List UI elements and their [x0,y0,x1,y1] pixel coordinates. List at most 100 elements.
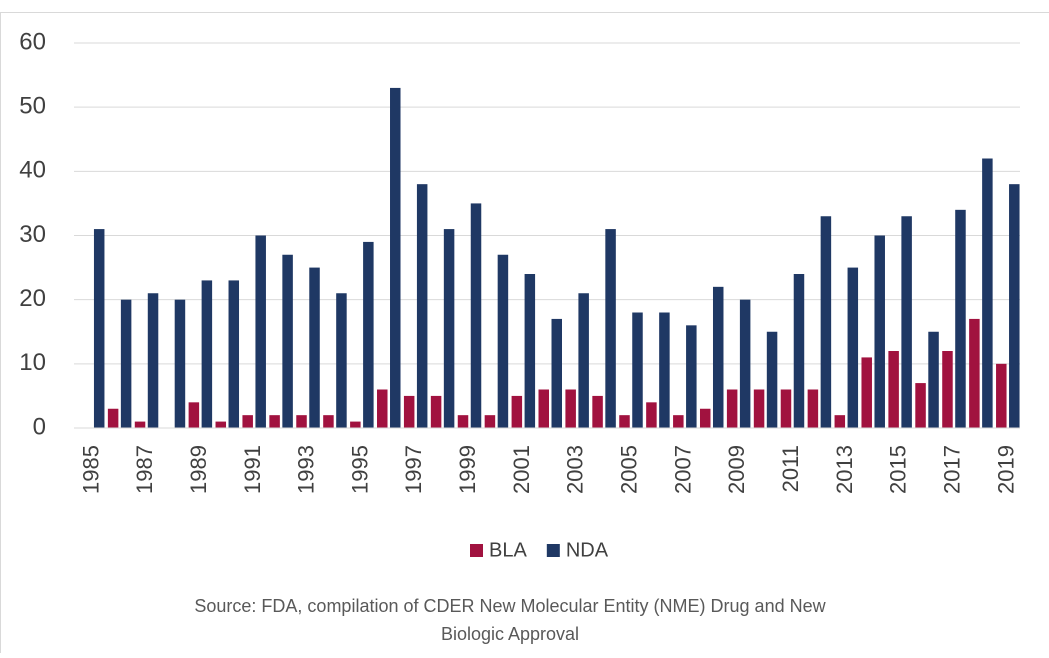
x-tick-label: 1987 [132,445,157,494]
bar [189,402,200,428]
x-tick-label: 2001 [509,445,534,494]
bar [255,236,266,429]
y-tick-label: 40 [19,157,46,184]
bar [619,415,630,428]
bar [955,210,966,428]
bar [996,364,1007,428]
bar [471,203,482,428]
legend-swatch [547,544,560,557]
bar [901,216,912,428]
bar [525,274,536,428]
bar [323,415,334,428]
bar [282,255,293,428]
bar [848,268,859,428]
x-tick-label: 2013 [832,445,857,494]
x-tick-label: 1999 [455,445,480,494]
bar [928,332,939,428]
bar [874,236,885,429]
y-tick-label: 0 [33,413,46,440]
bar [915,383,926,428]
y-tick-label: 20 [19,285,46,312]
x-tick-label: 1989 [186,445,211,494]
source-note: Source: FDA, compilation of CDER New Mol… [194,596,826,616]
bar [632,313,643,429]
bar [202,280,213,428]
bar [552,319,563,428]
bar [700,409,711,428]
bar [336,293,347,428]
bar [1009,184,1020,428]
bar [175,300,186,428]
bar [794,274,805,428]
legend-label: BLA [489,539,527,561]
bar [578,293,589,428]
bar [740,300,751,428]
bar [390,88,401,428]
bar [659,313,670,429]
bar [148,293,159,428]
bar [592,396,603,428]
y-tick-label: 10 [19,349,46,376]
legend-swatch [470,544,483,557]
bar [808,390,819,429]
bar [835,415,846,428]
bar [417,184,428,428]
bar [539,390,550,429]
bar [94,229,105,428]
x-tick-label: 1997 [401,445,426,494]
bar [363,242,374,428]
bar [404,396,415,428]
bar [982,159,993,429]
bar [135,422,146,428]
bar [861,357,872,428]
bar [350,422,361,428]
x-tick-label: 2019 [993,445,1018,494]
bar [727,390,738,429]
bar [942,351,953,428]
bar [216,422,227,428]
bar [108,409,119,428]
bar [821,216,832,428]
bar [498,255,509,428]
y-tick-label: 30 [19,221,46,248]
bar [242,415,253,428]
bar [686,325,697,428]
x-tick-label: 2011 [778,445,803,492]
x-tick-label: 2017 [940,445,965,494]
bar [969,319,980,428]
bar [377,390,388,429]
x-tick-label: 2003 [563,445,588,494]
bar [269,415,280,428]
bar [781,390,792,429]
bar [565,390,576,429]
bar [444,229,455,428]
legend-label: NDA [566,539,609,561]
bar [646,402,657,428]
bar [888,351,899,428]
bar [485,415,496,428]
bar [458,415,469,428]
bar [754,390,765,429]
x-tick-label: 2015 [886,445,911,494]
y-tick-label: 50 [19,93,46,120]
y-tick-label: 60 [19,28,46,55]
bar [309,268,320,428]
bar [767,332,778,428]
source-note: Biologic Approval [441,624,579,644]
x-tick-label: 1993 [294,445,319,494]
x-tick-label: 1985 [78,445,103,494]
bar [605,229,616,428]
x-tick-label: 1991 [240,445,265,494]
bar [121,300,132,428]
bar [296,415,307,428]
bar [229,280,240,428]
bar [431,396,442,428]
bar [713,287,724,428]
x-tick-label: 2007 [670,445,695,494]
x-tick-label: 1995 [347,445,372,494]
x-tick-label: 2009 [724,445,749,494]
x-tick-label: 2005 [617,445,642,494]
bar [673,415,684,428]
